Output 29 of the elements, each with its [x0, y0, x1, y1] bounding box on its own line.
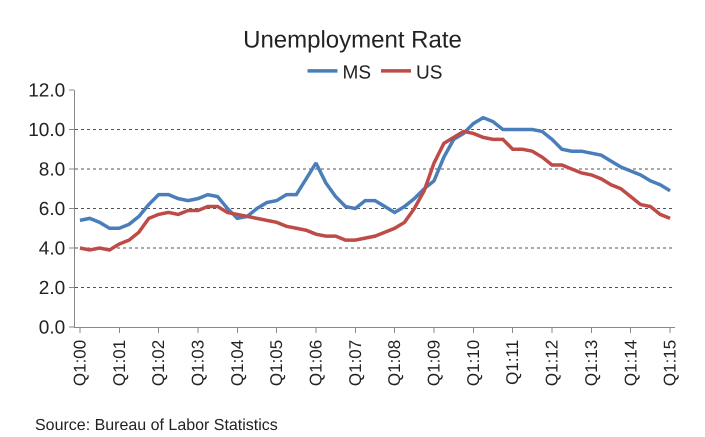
y-tick-label: 8.0 — [38, 160, 66, 181]
x-tick-label: Q1:09 — [424, 340, 444, 386]
y-tick-label: 12.0 — [28, 80, 66, 102]
y-tick-label: 2.0 — [38, 278, 66, 300]
x-tick-label: Q1:05 — [267, 340, 286, 386]
legend-label: US — [416, 62, 442, 84]
y-tick-label: 0.0 — [38, 318, 66, 339]
y-tick-label: 4.0 — [38, 238, 66, 260]
chart-title: Unemployment Rate — [243, 26, 462, 54]
x-tick-label: Q1:01 — [110, 340, 129, 386]
x-tick-label: Q1:03 — [188, 340, 208, 386]
x-tick-label: Q1:00 — [70, 340, 90, 386]
legend-label: MS — [342, 62, 371, 84]
x-tick-label: Q1:14 — [621, 340, 640, 386]
y-tick-label: 6.0 — [38, 199, 66, 220]
y-tick-label: 10.0 — [28, 120, 66, 142]
source-note: Source: Bureau of Labor Statistics — [35, 417, 278, 434]
x-tick-label: Q1:04 — [228, 340, 247, 386]
line-series — [78, 130, 672, 252]
x-tick-label: Q1:15 — [660, 340, 680, 386]
x-tick-label: Q1:08 — [385, 340, 404, 386]
x-tick-label: Q1:07 — [346, 340, 365, 386]
x-tick-label: Q1:06 — [306, 340, 326, 386]
x-tick-label: Q1:12 — [542, 340, 562, 386]
x-tick-label: Q1:13 — [582, 340, 601, 386]
x-tick-label: Q1:10 — [464, 340, 483, 386]
line-series — [78, 116, 672, 230]
x-tick-label: Q1:02 — [149, 340, 168, 386]
x-tick-label: Q1:11 — [503, 340, 522, 385]
